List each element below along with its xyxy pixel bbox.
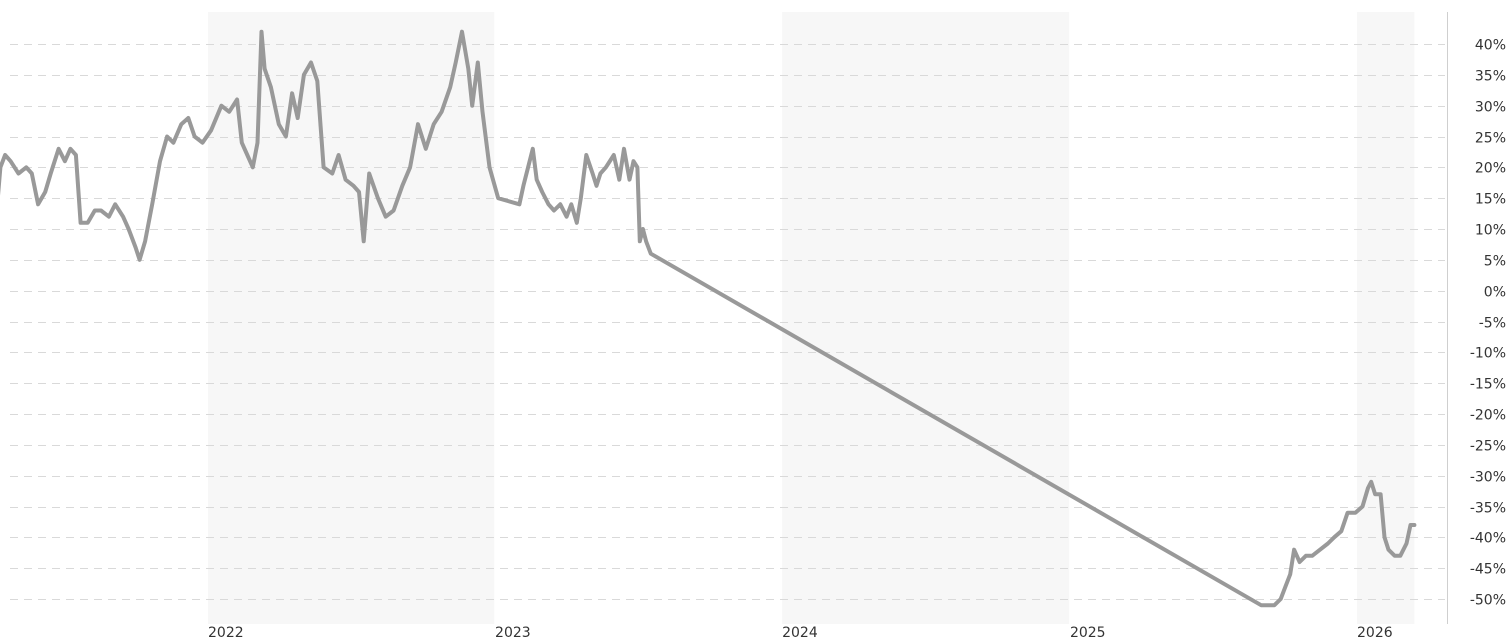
year-band-0 — [208, 12, 495, 624]
x-tick-label: 2022 — [208, 625, 244, 639]
y-tick-label: 35% — [1475, 69, 1506, 85]
y-tick-label: -15% — [1470, 377, 1506, 393]
y-tick-label: 0% — [1484, 285, 1506, 301]
y-tick-label: 20% — [1475, 161, 1506, 177]
y-tick-label: 10% — [1475, 223, 1506, 239]
y-tick-label: 15% — [1475, 192, 1506, 208]
year-band-2 — [1357, 12, 1415, 624]
x-tick-label: 2024 — [782, 625, 818, 639]
x-tick-label: 2025 — [1070, 625, 1106, 639]
y-tick-label: -35% — [1470, 501, 1506, 517]
x-tick-label: 2026 — [1357, 625, 1393, 639]
y-tick-label: 5% — [1484, 254, 1506, 270]
y-tick-label: -50% — [1470, 593, 1506, 609]
y-tick-label: -5% — [1479, 316, 1506, 332]
y-tick-label: -40% — [1470, 531, 1506, 547]
series-group — [0, 29, 1417, 608]
y-tick-label: -45% — [1470, 562, 1506, 578]
year-band-1 — [782, 12, 1070, 624]
year-shading-bands — [208, 12, 1415, 624]
y-tick-label: -25% — [1470, 439, 1506, 455]
y-tick-label: 25% — [1475, 131, 1506, 147]
x-axis-tick-labels: 2022 2023 2024 2025 2026 — [208, 625, 1393, 639]
y-tick-label: 30% — [1475, 100, 1506, 116]
gridlines — [10, 44, 1445, 600]
y-tick-label: -30% — [1470, 470, 1506, 486]
y-tick-label: 40% — [1475, 38, 1506, 54]
y-axis-tick-labels: 40% 35% 30% 25% 20% 15% 10% 5% 0% -5% -10% -15% -20%… — [1470, 38, 1506, 609]
y-tick-label: -10% — [1470, 346, 1506, 362]
x-tick-label: 2023 — [495, 625, 531, 639]
series-line-0 — [0, 29, 1417, 608]
y-tick-label: -20% — [1470, 408, 1506, 424]
